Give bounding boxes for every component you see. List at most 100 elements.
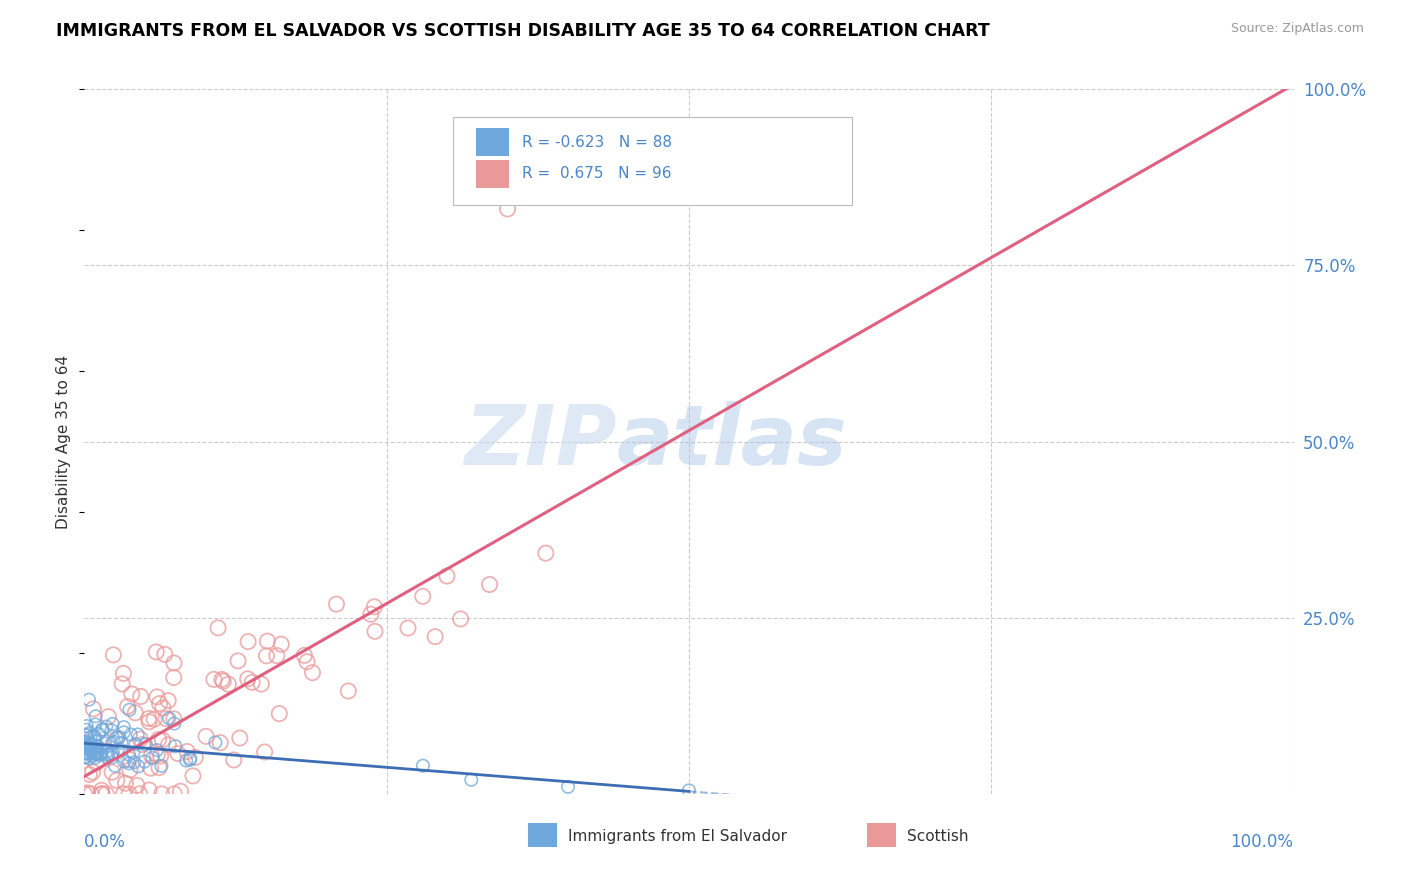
Point — [152, 733, 174, 747]
Point — [163, 656, 186, 670]
Point — [80, 787, 103, 801]
Point — [90, 723, 112, 737]
Point — [103, 735, 125, 749]
FancyBboxPatch shape — [477, 160, 509, 188]
Point — [103, 648, 125, 662]
Point — [117, 699, 139, 714]
Point — [79, 745, 101, 759]
Point — [125, 779, 148, 793]
Point — [110, 736, 132, 750]
Point — [124, 756, 146, 770]
Point — [360, 607, 382, 622]
Point — [211, 673, 233, 687]
Point — [217, 677, 239, 691]
Point — [179, 753, 201, 767]
Point — [96, 720, 118, 734]
Point — [97, 747, 120, 761]
Point — [460, 772, 482, 787]
Point — [120, 727, 142, 741]
Point — [101, 765, 124, 780]
Point — [256, 648, 278, 663]
Point — [148, 761, 170, 775]
Point — [150, 759, 173, 773]
Point — [83, 731, 105, 745]
Point — [226, 654, 249, 668]
Point — [478, 577, 501, 591]
Point — [79, 767, 101, 781]
Point — [129, 732, 152, 747]
FancyBboxPatch shape — [477, 128, 509, 156]
Point — [143, 712, 166, 726]
Point — [138, 714, 160, 729]
Point — [75, 750, 97, 764]
Point — [90, 747, 112, 761]
Point — [76, 728, 98, 742]
Point — [75, 723, 97, 737]
Point — [270, 637, 292, 651]
Point — [412, 758, 434, 772]
Point — [363, 599, 385, 614]
Point — [496, 202, 519, 216]
Point — [222, 753, 245, 767]
Point — [163, 712, 186, 726]
Point — [91, 723, 114, 737]
Point — [86, 745, 108, 759]
Point — [138, 711, 160, 725]
Text: ZIP: ZIP — [464, 401, 616, 482]
Point — [174, 754, 197, 768]
Point — [534, 546, 557, 560]
Point — [101, 750, 124, 764]
Point — [104, 759, 127, 773]
Point — [118, 787, 141, 801]
Point — [163, 716, 186, 731]
Point — [425, 630, 447, 644]
Point — [256, 634, 278, 648]
Point — [84, 746, 107, 760]
Point — [212, 674, 235, 689]
Text: R = -0.623   N = 88: R = -0.623 N = 88 — [522, 135, 672, 150]
Point — [84, 751, 107, 765]
Point — [80, 738, 103, 752]
Point — [153, 648, 176, 662]
Point — [236, 634, 259, 648]
Point — [75, 735, 97, 749]
Point — [79, 726, 101, 740]
Point — [124, 706, 146, 720]
Point — [101, 737, 124, 751]
Point — [101, 747, 124, 761]
Point — [146, 743, 169, 757]
Point — [80, 743, 103, 757]
Point — [89, 747, 111, 762]
Point — [240, 675, 263, 690]
Point — [96, 744, 118, 758]
Point — [184, 750, 207, 764]
Point — [169, 784, 191, 798]
Point — [94, 736, 117, 750]
Point — [83, 747, 105, 761]
Point — [149, 748, 172, 763]
Point — [266, 648, 288, 663]
Point — [82, 765, 104, 780]
Point — [118, 752, 141, 766]
Point — [73, 747, 96, 761]
Point — [150, 787, 173, 801]
Point — [121, 687, 143, 701]
Point — [134, 738, 156, 752]
Point — [229, 731, 252, 745]
Point — [80, 741, 103, 756]
Point — [157, 738, 180, 752]
Point — [163, 671, 186, 685]
Point — [84, 717, 107, 731]
Point — [96, 787, 118, 801]
Point — [75, 728, 97, 742]
Point — [412, 589, 434, 603]
Point — [76, 719, 98, 733]
Text: Scottish: Scottish — [907, 829, 969, 844]
Point — [146, 690, 169, 704]
Point — [96, 750, 118, 764]
Point — [83, 734, 105, 748]
Point — [436, 569, 458, 583]
Point — [84, 743, 107, 757]
Point — [77, 742, 100, 756]
Point — [112, 666, 135, 681]
